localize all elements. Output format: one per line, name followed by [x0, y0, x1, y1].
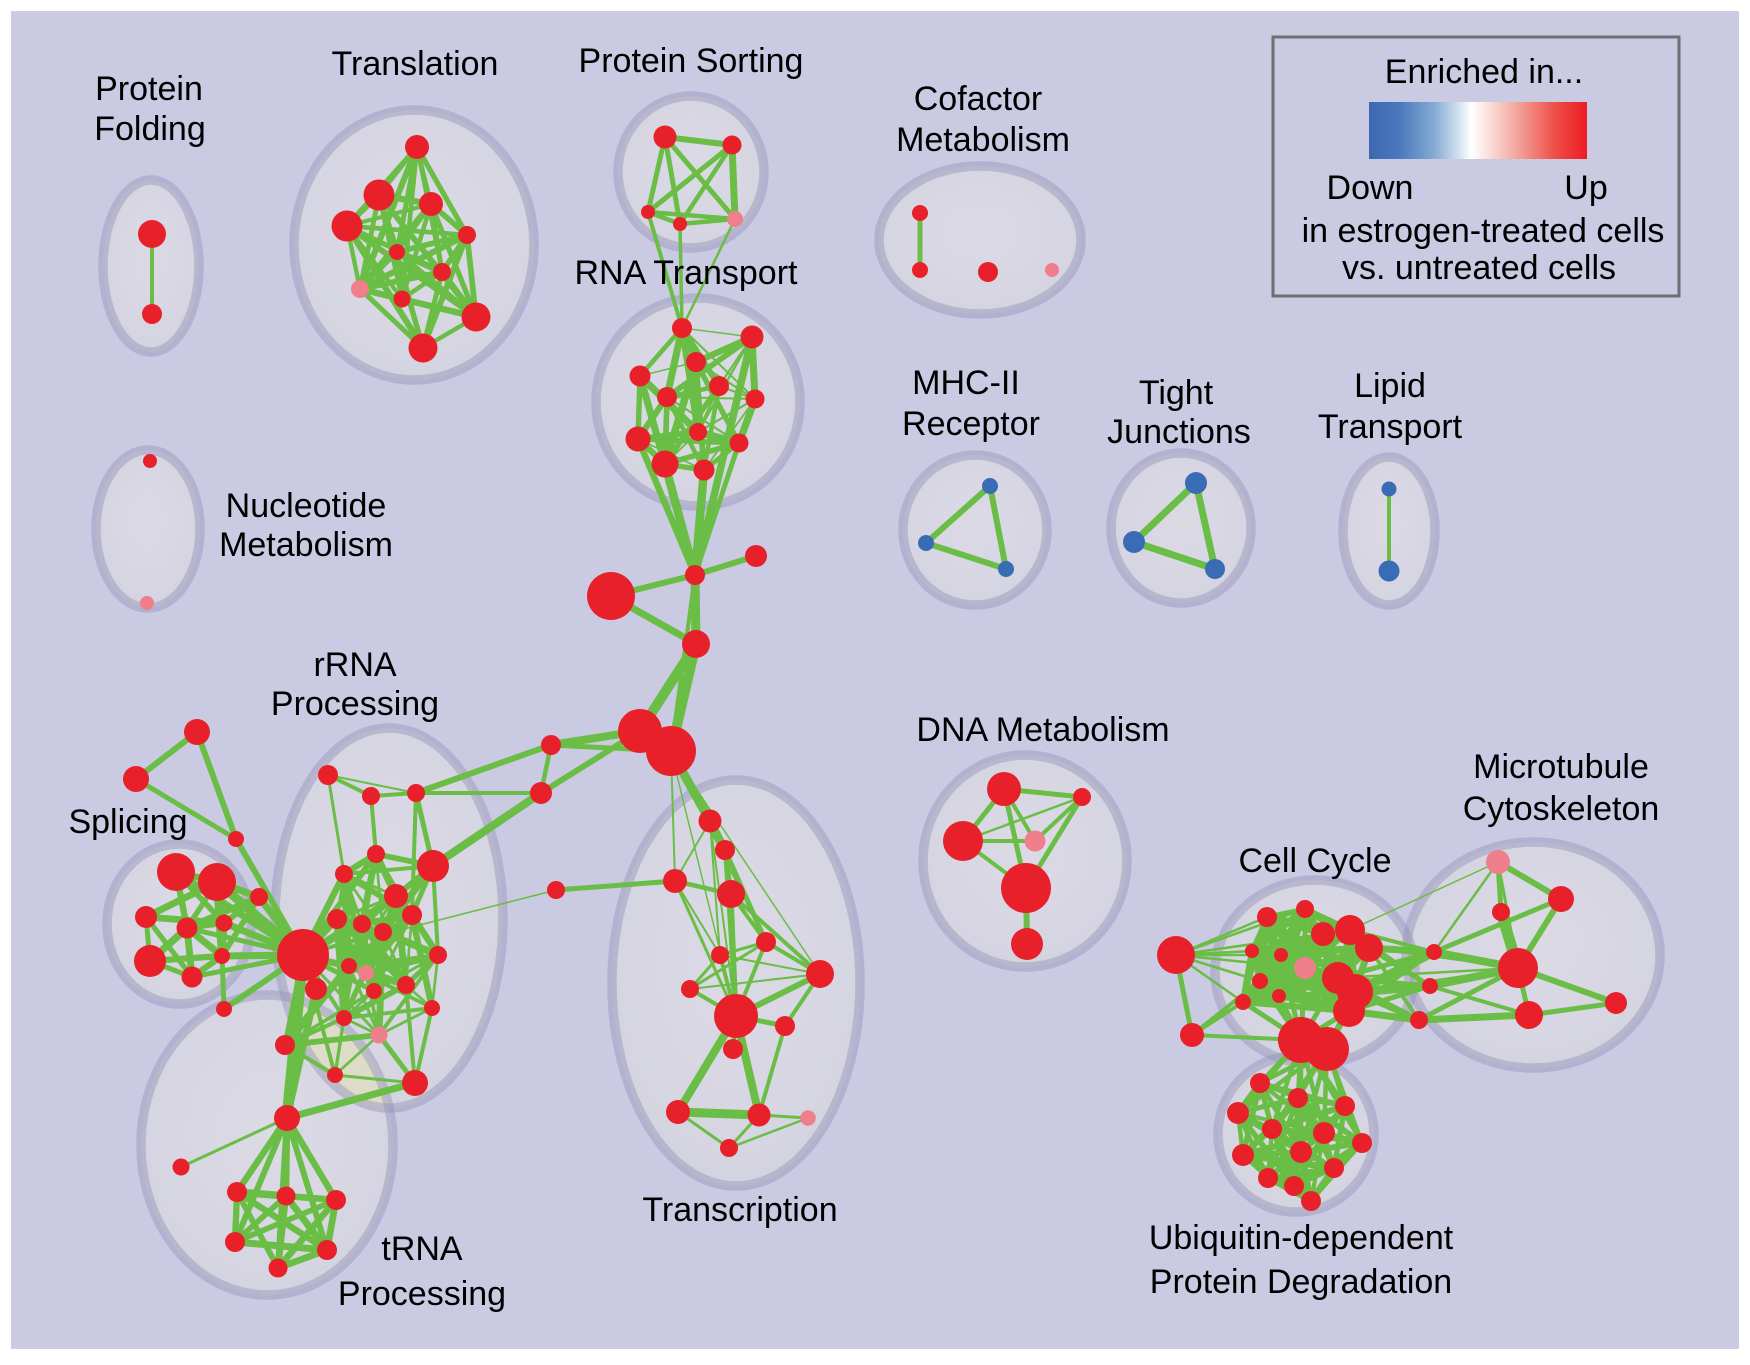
- svg-text:rRNA: rRNA: [313, 646, 396, 684]
- svg-text:Lipid: Lipid: [1354, 367, 1426, 405]
- svg-text:vs. untreated cells: vs. untreated cells: [1342, 249, 1616, 287]
- svg-text:Up: Up: [1564, 169, 1607, 207]
- svg-text:Metabolism: Metabolism: [896, 121, 1070, 159]
- svg-text:Protein Sorting: Protein Sorting: [579, 42, 804, 80]
- svg-text:Protein: Protein: [95, 70, 203, 108]
- svg-text:Splicing: Splicing: [68, 803, 187, 841]
- svg-text:Nucleotide: Nucleotide: [226, 487, 387, 525]
- svg-text:Microtubule: Microtubule: [1473, 748, 1649, 786]
- svg-text:Down: Down: [1327, 169, 1414, 207]
- svg-text:DNA Metabolism: DNA Metabolism: [916, 711, 1169, 749]
- svg-text:in estrogen-treated cells: in estrogen-treated cells: [1302, 212, 1665, 250]
- svg-text:Junctions: Junctions: [1107, 413, 1251, 451]
- svg-text:Cytoskeleton: Cytoskeleton: [1463, 790, 1660, 828]
- svg-text:Ubiquitin-dependent: Ubiquitin-dependent: [1149, 1219, 1454, 1257]
- svg-text:RNA Transport: RNA Transport: [575, 254, 799, 292]
- svg-text:Enriched in...: Enriched in...: [1385, 53, 1583, 91]
- svg-text:Processing: Processing: [271, 685, 439, 723]
- svg-text:Receptor: Receptor: [902, 405, 1040, 443]
- svg-text:Metabolism: Metabolism: [219, 526, 393, 564]
- svg-text:Transcription: Transcription: [642, 1191, 837, 1229]
- svg-text:MHC-II: MHC-II: [912, 364, 1020, 402]
- svg-text:Processing: Processing: [338, 1275, 506, 1313]
- svg-text:Cofactor: Cofactor: [914, 80, 1043, 118]
- svg-text:Protein Degradation: Protein Degradation: [1150, 1263, 1452, 1301]
- svg-text:Transport: Transport: [1318, 408, 1463, 446]
- svg-text:Cell Cycle: Cell Cycle: [1238, 842, 1391, 880]
- svg-text:tRNA: tRNA: [381, 1230, 463, 1268]
- svg-text:Folding: Folding: [94, 110, 206, 148]
- svg-text:Tight: Tight: [1139, 374, 1214, 412]
- svg-text:Translation: Translation: [332, 45, 499, 83]
